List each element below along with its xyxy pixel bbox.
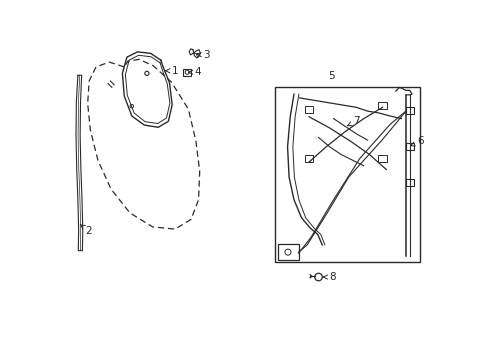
Bar (405, 143, 413, 150)
Bar (275, 86, 420, 262)
Bar (405, 107, 413, 114)
Text: 8: 8 (323, 272, 335, 282)
Bar (378, 102, 386, 109)
Bar (183, 69, 191, 76)
Text: 4: 4 (188, 67, 201, 77)
Text: 5: 5 (328, 71, 334, 81)
Bar (378, 155, 386, 162)
Text: 2: 2 (80, 225, 92, 236)
Text: 3: 3 (197, 50, 210, 59)
Bar (405, 179, 413, 186)
Text: 1: 1 (165, 66, 179, 76)
Text: 7: 7 (347, 116, 359, 126)
Bar (277, 244, 298, 260)
Text: 6: 6 (410, 136, 423, 146)
Bar (305, 155, 313, 162)
Bar (305, 106, 313, 113)
